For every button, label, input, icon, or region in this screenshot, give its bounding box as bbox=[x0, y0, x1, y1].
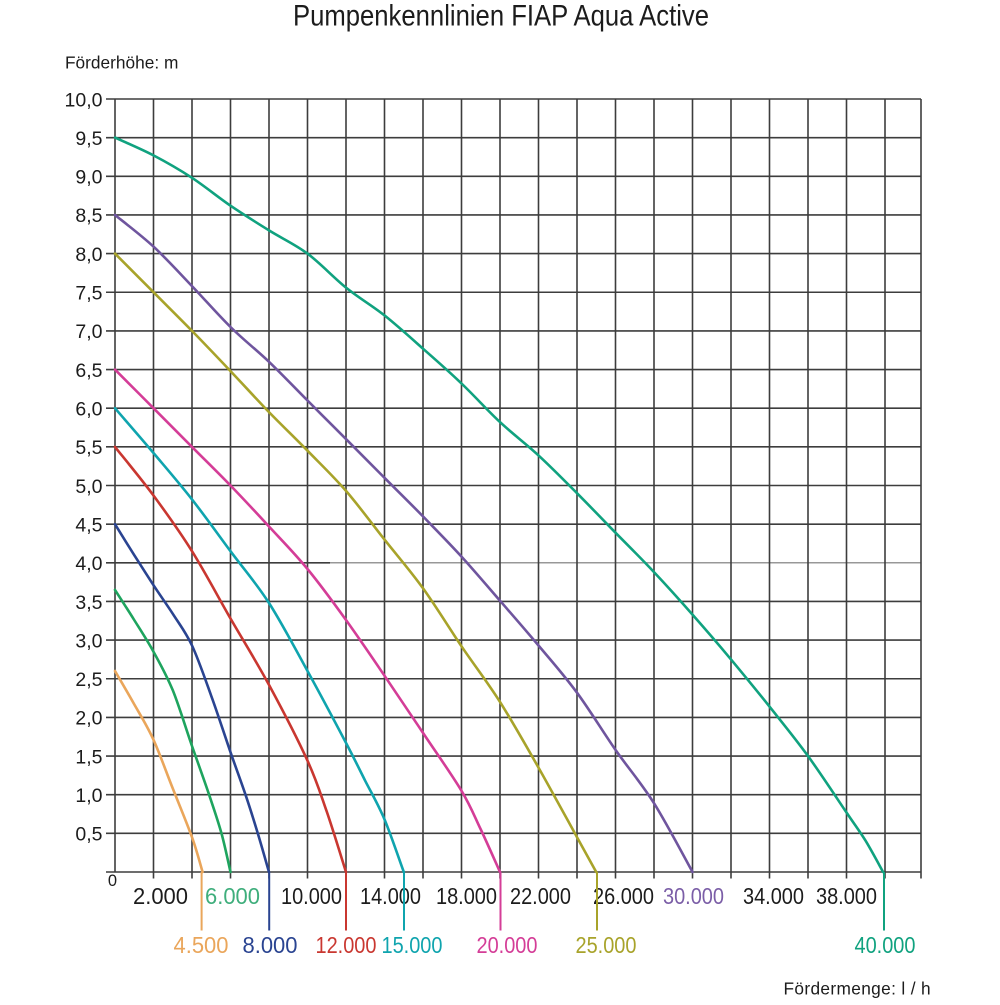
svg-text:20.000: 20.000 bbox=[477, 932, 538, 958]
svg-text:6,5: 6,5 bbox=[75, 360, 102, 382]
svg-text:10.000: 10.000 bbox=[281, 883, 342, 909]
svg-text:9,5: 9,5 bbox=[75, 128, 102, 150]
svg-text:40.000: 40.000 bbox=[855, 932, 916, 958]
svg-text:6,0: 6,0 bbox=[75, 399, 102, 421]
svg-text:7,5: 7,5 bbox=[75, 283, 102, 305]
svg-text:26.000: 26.000 bbox=[593, 883, 654, 909]
svg-text:12.000: 12.000 bbox=[316, 932, 377, 958]
svg-text:38.000: 38.000 bbox=[816, 883, 877, 909]
svg-text:4,0: 4,0 bbox=[75, 553, 102, 575]
svg-text:4.500: 4.500 bbox=[174, 932, 229, 958]
svg-text:9,0: 9,0 bbox=[75, 167, 102, 189]
svg-text:7,0: 7,0 bbox=[75, 321, 102, 343]
svg-text:2,0: 2,0 bbox=[75, 708, 102, 730]
svg-text:Pumpenkennlinien FIAP Aqua Act: Pumpenkennlinien FIAP Aqua Active bbox=[293, 0, 709, 33]
svg-text:34.000: 34.000 bbox=[743, 883, 804, 909]
svg-text:Förderhöhe: m: Förderhöhe: m bbox=[65, 53, 178, 73]
svg-text:6.000: 6.000 bbox=[205, 883, 260, 909]
svg-text:1,0: 1,0 bbox=[75, 785, 102, 807]
svg-text:30.000: 30.000 bbox=[663, 883, 724, 909]
svg-text:22.000: 22.000 bbox=[510, 883, 571, 909]
svg-text:18.000: 18.000 bbox=[436, 883, 497, 909]
svg-text:3,0: 3,0 bbox=[75, 630, 102, 652]
svg-text:5,0: 5,0 bbox=[75, 476, 102, 498]
svg-text:8,0: 8,0 bbox=[75, 244, 102, 266]
svg-text:4,5: 4,5 bbox=[75, 514, 102, 536]
svg-text:3,5: 3,5 bbox=[75, 592, 102, 614]
svg-text:10,0: 10,0 bbox=[65, 89, 103, 111]
svg-text:0,5: 0,5 bbox=[75, 824, 102, 846]
svg-text:0: 0 bbox=[108, 872, 117, 890]
svg-text:1,5: 1,5 bbox=[75, 746, 102, 768]
svg-text:2,5: 2,5 bbox=[75, 669, 102, 691]
svg-text:8.000: 8.000 bbox=[243, 932, 298, 958]
svg-text:14.000: 14.000 bbox=[360, 883, 421, 909]
svg-text:Fördermenge: l / h: Fördermenge: l / h bbox=[784, 979, 932, 999]
svg-text:5,5: 5,5 bbox=[75, 437, 102, 459]
svg-text:15.000: 15.000 bbox=[382, 932, 443, 958]
svg-text:25.000: 25.000 bbox=[576, 932, 637, 958]
svg-text:2.000: 2.000 bbox=[133, 883, 188, 909]
svg-text:8,5: 8,5 bbox=[75, 205, 102, 227]
